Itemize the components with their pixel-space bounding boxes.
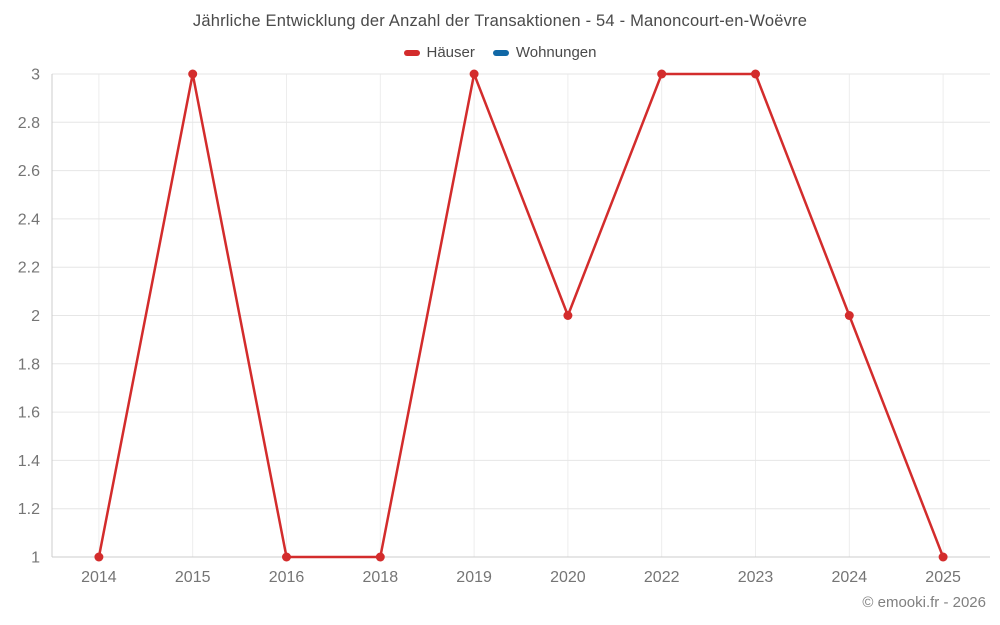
x-tick-label: 2018 (363, 569, 399, 586)
wohnungen-series-swatch-icon (492, 49, 509, 56)
footer-credit: © emooki.fr - 2026 (862, 594, 986, 611)
y-tick-label: 1.2 (18, 501, 40, 518)
data-point[interactable] (938, 552, 948, 562)
y-tick-label: 1.8 (18, 356, 40, 373)
x-tick-label: 2024 (832, 569, 868, 586)
data-point[interactable] (563, 311, 573, 320)
data-point[interactable] (844, 311, 854, 320)
data-point[interactable] (282, 552, 291, 562)
y-tick-label: 2 (31, 308, 40, 325)
y-tick-label: 2.2 (18, 260, 40, 277)
x-tick-label: 2025 (925, 569, 961, 586)
x-tick-label: 2022 (644, 569, 680, 586)
data-point[interactable] (751, 69, 760, 79)
y-tick-label: 2.6 (18, 163, 40, 180)
x-axis-tick-labels: 2014 2015 2016 2018 2019 2020 2022 2023 2024 2025 (81, 569, 961, 586)
y-tick-label: 2.8 (18, 115, 40, 132)
x-tick-label: 2016 (269, 569, 305, 586)
y-axis-tick-labels: 1 1.2 1.4 1.6 1.8 2 2.2 2.4 2.6 2.8 3 (18, 67, 40, 567)
legend-label-haeuser: Häuser (426, 44, 475, 61)
y-tick-label: 1.6 (18, 405, 40, 422)
series-line-häuser (97, 72, 945, 559)
y-tick-label: 3 (31, 67, 40, 84)
haeuser-series-swatch-icon (403, 49, 420, 56)
legend-item-wohnungen[interactable]: Wohnungen (492, 44, 597, 61)
y-tick-label: 1 (31, 550, 40, 567)
data-point[interactable] (188, 69, 198, 79)
y-tick-label: 1.4 (18, 453, 40, 470)
x-tick-label: 2023 (738, 569, 774, 586)
data-point[interactable] (375, 552, 385, 562)
data-point[interactable] (94, 552, 104, 562)
y-tick-label: 2.4 (18, 211, 40, 228)
data-point[interactable] (469, 69, 479, 79)
x-tick-label: 2020 (550, 569, 586, 586)
x-tick-label: 2019 (456, 569, 492, 586)
legend: Häuser Wohnungen (0, 44, 1000, 61)
series-points-häuser (94, 69, 948, 562)
legend-label-wohnungen: Wohnungen (515, 44, 597, 61)
data-point[interactable] (657, 69, 667, 79)
legend-item-haeuser[interactable]: Häuser (403, 44, 475, 61)
chart-title: Jährliche Entwicklung der Anzahl der Tra… (192, 12, 808, 30)
x-tick-label: 2014 (81, 569, 117, 586)
x-tick-label: 2015 (175, 569, 211, 586)
